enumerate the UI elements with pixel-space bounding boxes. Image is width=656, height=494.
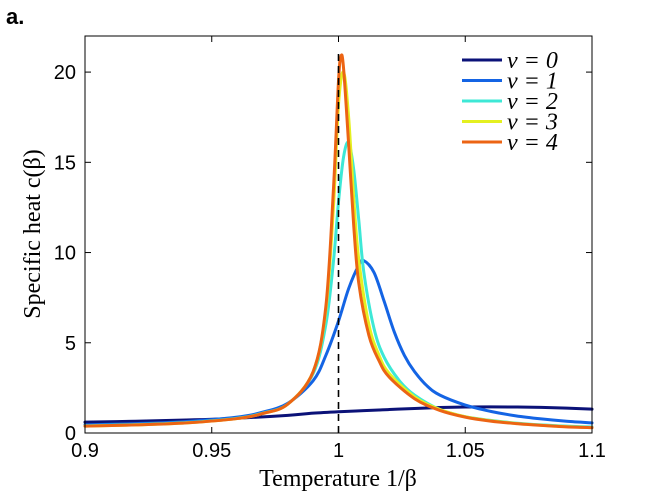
legend-label-v3: v = 3 (507, 110, 558, 136)
x-tick-label: 1 (333, 440, 344, 462)
y-ticks: 0 5 10 15 20 (54, 62, 592, 445)
x-tick-label: 1.1 (578, 440, 606, 462)
y-tick-label: 10 (54, 243, 76, 265)
series-layer (83, 53, 594, 430)
legend: v = 0v = 1v = 2v = 3v = 4 (462, 48, 558, 156)
y-tick-label: 20 (54, 62, 76, 84)
x-axis-label: Temperature 1/β (259, 466, 417, 492)
y-tick-label: 5 (65, 333, 76, 355)
x-tick-label: 1.05 (446, 440, 485, 462)
x-tick-label: 0.95 (192, 440, 231, 462)
x-tick-label: 0.9 (71, 440, 99, 462)
legend-label-v2: v = 2 (507, 89, 558, 115)
y-tick-label: 15 (54, 152, 76, 174)
series-line-v4 (83, 53, 594, 430)
legend-label-v4: v = 4 (507, 130, 558, 156)
legend-label-v0: v = 0 (507, 48, 558, 74)
y-tick-label: 0 (65, 423, 76, 445)
y-axis-label: Specific heat c(β) (20, 149, 46, 318)
panel-label: a. (6, 4, 24, 29)
legend-label-v1: v = 1 (507, 69, 558, 95)
x-ticks: 0.9 0.95 1 1.05 1.1 (71, 36, 606, 462)
